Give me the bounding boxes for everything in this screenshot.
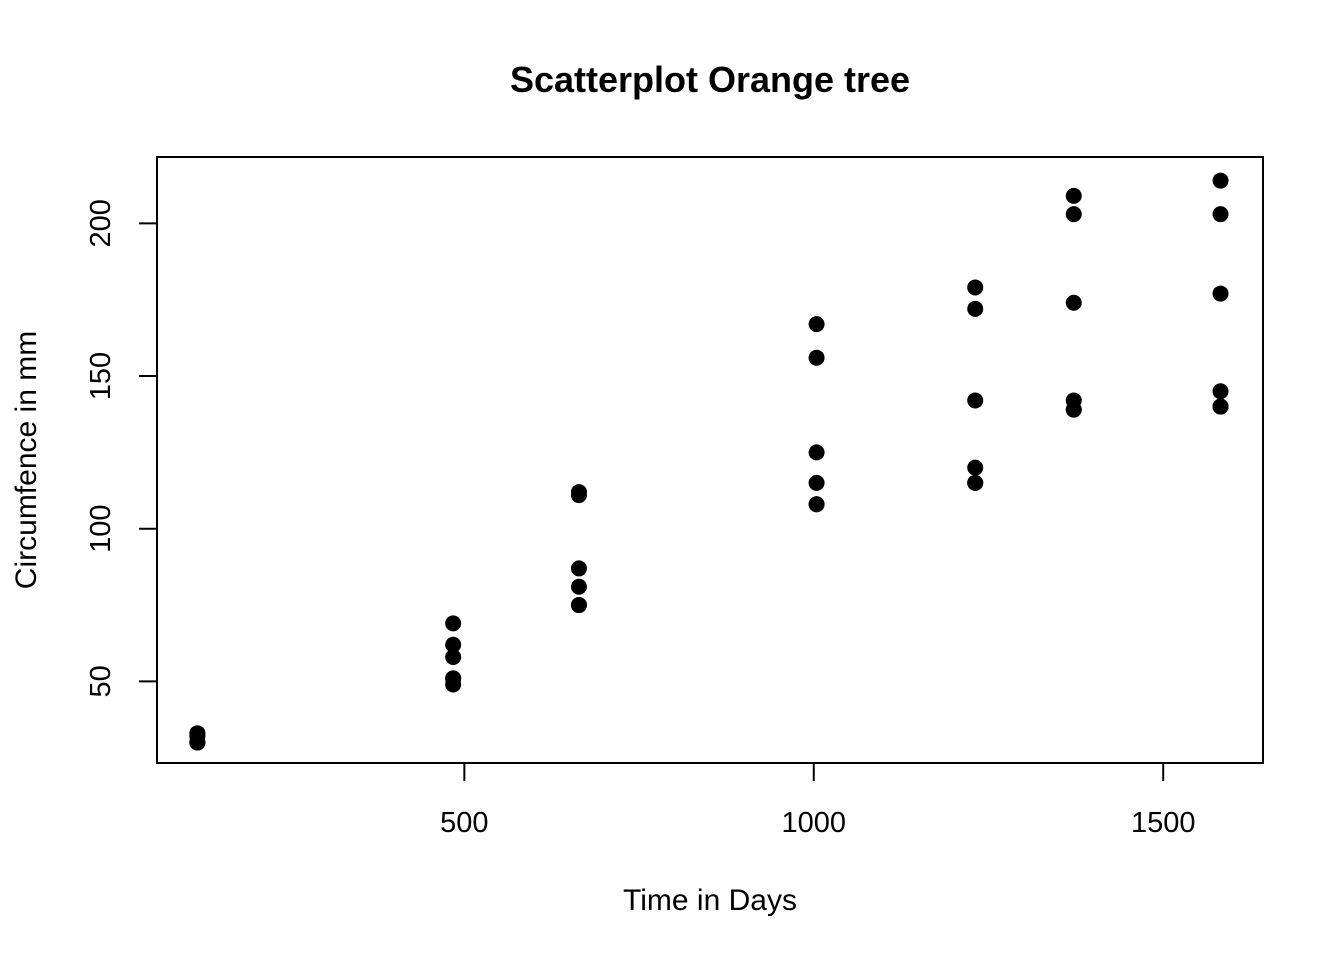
- data-point: [189, 725, 206, 742]
- x-tick-label: 1000: [782, 807, 847, 839]
- data-points: [189, 172, 1229, 751]
- x-axis: 500 1000 1500: [440, 762, 1196, 839]
- data-point: [1212, 172, 1229, 189]
- y-tick-label: 200: [85, 199, 117, 247]
- data-point: [967, 300, 984, 317]
- data-point: [1065, 206, 1082, 223]
- data-point: [1212, 285, 1229, 302]
- data-point: [1065, 187, 1082, 204]
- x-axis-label: Time in Days: [623, 884, 797, 917]
- data-point: [1212, 398, 1229, 415]
- data-point: [967, 474, 984, 491]
- data-point: [445, 676, 462, 693]
- data-point: [1065, 392, 1082, 409]
- data-point: [570, 597, 587, 614]
- data-point: [1065, 294, 1082, 311]
- data-point: [808, 349, 825, 366]
- y-tick-label: 50: [85, 665, 117, 697]
- y-axis-label: Circumfence in mm: [10, 331, 43, 589]
- data-point: [570, 578, 587, 595]
- data-point: [808, 316, 825, 333]
- chart-title: Scatterplot Orange tree: [510, 59, 910, 100]
- data-point: [445, 615, 462, 632]
- data-point: [570, 484, 587, 501]
- y-axis: 50 100 150 200: [85, 199, 158, 698]
- data-point: [445, 648, 462, 665]
- data-point: [808, 474, 825, 491]
- data-point: [1212, 383, 1229, 400]
- x-tick-label: 1500: [1131, 807, 1196, 839]
- data-point: [445, 636, 462, 653]
- data-point: [1212, 206, 1229, 223]
- plot-frame: [156, 156, 1264, 764]
- x-tick-label: 500: [440, 807, 488, 839]
- y-tick-label: 100: [85, 505, 117, 553]
- data-point: [808, 496, 825, 513]
- data-point: [967, 459, 984, 476]
- data-point: [967, 392, 984, 409]
- data-point: [808, 444, 825, 461]
- y-tick-label: 150: [85, 352, 117, 400]
- data-point: [570, 560, 587, 577]
- data-point: [967, 279, 984, 296]
